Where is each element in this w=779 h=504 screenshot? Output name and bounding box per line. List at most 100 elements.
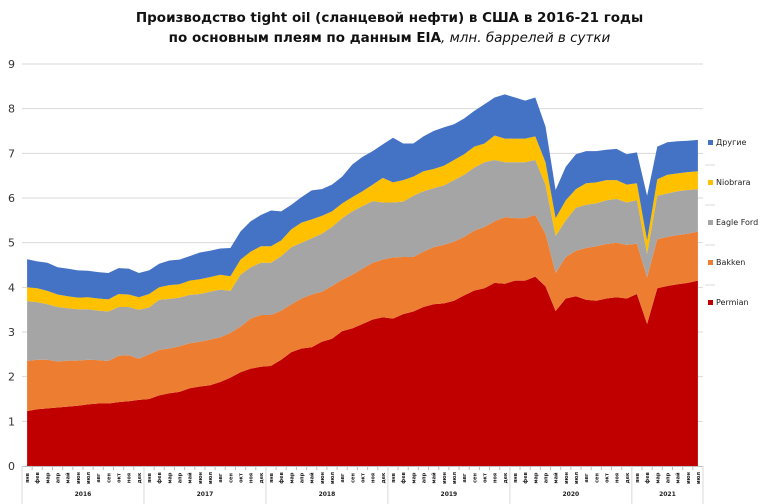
- x-tick-label: янв: [25, 473, 31, 483]
- x-tick-label: апр: [543, 472, 549, 483]
- legend: Другие Niobrara Eagle Ford Bakken Permian: [705, 138, 758, 307]
- x-tick-label: апр: [300, 472, 306, 483]
- x-tick-label: ноя: [371, 473, 377, 483]
- y-tick-label: 6: [8, 192, 15, 205]
- x-tick-label: сен: [106, 473, 112, 483]
- area-permian: [27, 276, 698, 466]
- chart-title-line1: Производство tight oil (сланцевой нефти)…: [135, 10, 644, 26]
- y-tick-label: 4: [8, 281, 15, 294]
- x-tick-label: июн: [198, 472, 204, 484]
- x-tick-label: дек: [625, 472, 631, 483]
- x-tick-label: сен: [594, 473, 600, 483]
- chart-title-line2: по основным плеям по данным EIA, млн. ба…: [0, 28, 779, 48]
- x-tick-label: фев: [156, 472, 163, 484]
- x-tick-label: фев: [34, 472, 41, 484]
- x-tick-label: авг: [584, 473, 590, 483]
- x-tick-label: май: [65, 472, 72, 483]
- x-year-label: 2019: [441, 491, 458, 498]
- x-tick-label: май: [309, 472, 316, 483]
- x-year-label: 2016: [75, 491, 92, 498]
- x-tick-label: янв: [391, 473, 397, 483]
- y-tick-label: 2: [8, 371, 15, 384]
- x-tick-label: фев: [278, 472, 285, 484]
- y-tick-label: 5: [8, 237, 15, 250]
- x-tick-label: окт: [117, 473, 123, 483]
- x-tick-label: мар: [655, 472, 661, 483]
- x-tick-label: июл: [696, 472, 702, 484]
- x-year-label: 2018: [319, 491, 336, 498]
- y-tick-label: 0: [8, 460, 15, 473]
- x-year-label: 2021: [659, 491, 676, 498]
- x-tick-label: ноя: [615, 473, 621, 483]
- area-другие: [27, 94, 698, 300]
- x-tick-label: сен: [472, 473, 478, 483]
- x-tick-label: авг: [462, 473, 468, 483]
- x-tick-label: дек: [259, 472, 265, 483]
- y-tick-label: 7: [8, 147, 15, 160]
- x-tick-label: июл: [452, 472, 458, 484]
- x-tick-label: авг: [96, 473, 102, 483]
- x-tick-label: апр: [665, 472, 671, 483]
- x-tick-label: апр: [56, 472, 62, 483]
- x-tick-label: окт: [604, 473, 610, 483]
- x-tick-label: мар: [533, 472, 539, 483]
- legend-label: Permian: [716, 298, 749, 307]
- x-axis: янв фев мар апр май июн июл авг сен окт ноя дек2016…: [21, 466, 704, 504]
- x-tick-label: май: [553, 472, 560, 483]
- x-tick-label: дек: [137, 472, 143, 483]
- x-tick-label: мар: [411, 472, 417, 483]
- legend-label: Bakken: [716, 258, 745, 267]
- x-tick-label: фев: [400, 472, 407, 484]
- y-axis: 0 1 2 3 4 5 6 7 8 9: [8, 58, 15, 473]
- chart-title: Производство tight oil (сланцевой нефти)…: [0, 8, 779, 48]
- x-tick-label: ноя: [493, 473, 499, 483]
- y-tick-label: 3: [8, 326, 15, 339]
- x-tick-label: июл: [330, 472, 336, 484]
- y-tick-label: 1: [8, 415, 15, 428]
- x-tick-label: сен: [228, 473, 234, 483]
- chart-subtitle-bold: по основным плеям по данным EIA: [168, 30, 442, 46]
- x-tick-label: апр: [421, 472, 427, 483]
- x-tick-label: июл: [208, 472, 214, 484]
- x-tick-label: май: [187, 472, 194, 483]
- x-tick-label: апр: [178, 472, 184, 483]
- x-tick-label: июн: [442, 472, 448, 484]
- y-tick-label: 8: [8, 103, 15, 116]
- y-tick-label: 9: [8, 58, 15, 71]
- x-tick-label: окт: [482, 473, 488, 483]
- x-tick-label: мар: [45, 472, 51, 483]
- series-areas: [27, 94, 698, 466]
- x-tick-label: мар: [289, 472, 295, 483]
- legend-swatch: [708, 180, 713, 185]
- legend-label: Другие: [716, 138, 746, 147]
- x-year-label: 2020: [563, 491, 580, 498]
- x-tick-label: июн: [320, 472, 326, 484]
- x-tick-label: янв: [513, 473, 519, 483]
- x-tick-label: фев: [644, 472, 651, 484]
- x-tick-label: ноя: [127, 473, 133, 483]
- x-tick-label: сен: [350, 473, 356, 483]
- x-tick-label: янв: [147, 473, 153, 483]
- x-tick-label: авг: [218, 473, 224, 483]
- x-tick-label: дек: [381, 472, 387, 483]
- x-tick-label: окт: [361, 473, 367, 483]
- x-tick-label: июл: [574, 472, 580, 484]
- area-eagle-ford: [27, 160, 698, 362]
- chart-subtitle-italic: , млн. баррелей в сутки: [441, 30, 611, 46]
- x-tick-label: авг: [340, 473, 346, 483]
- x-tick-label: фев: [522, 472, 529, 484]
- legend-swatch: [708, 140, 713, 145]
- area-bakken: [27, 215, 698, 412]
- legend-label: Niobrara: [716, 178, 751, 187]
- x-year-label: 2017: [197, 491, 214, 498]
- x-tick-label: ноя: [249, 473, 255, 483]
- x-tick-label: июн: [686, 472, 692, 484]
- x-tick-label: янв: [269, 473, 275, 483]
- x-tick-label: май: [431, 472, 438, 483]
- legend-label: Eagle Ford: [716, 218, 758, 227]
- x-tick-label: июн: [76, 472, 82, 484]
- x-tick-label: янв: [635, 473, 641, 483]
- x-tick-label: июн: [564, 472, 570, 484]
- legend-swatch: [708, 260, 713, 265]
